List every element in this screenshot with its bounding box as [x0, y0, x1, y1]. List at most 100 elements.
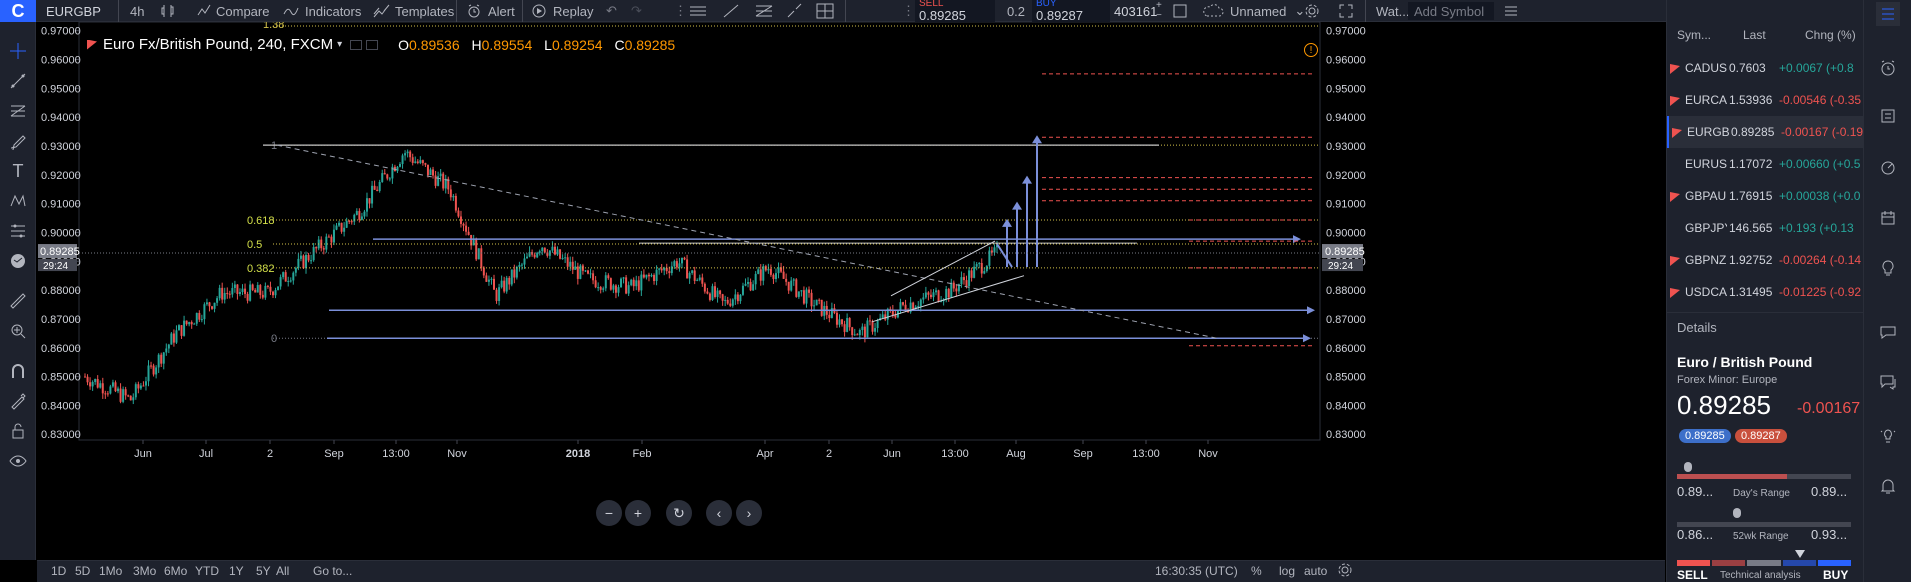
watchlist-row[interactable]: EURCAD1.53936 -0.00546 (-0.35 — [1667, 84, 1864, 116]
sell-price: 0.89285 — [919, 8, 966, 23]
range-button[interactable]: 3Mo — [133, 564, 157, 578]
zoom-in-icon[interactable] — [6, 320, 30, 342]
technical-label[interactable]: Technical analysis — [1720, 570, 1801, 581]
quantity-input[interactable]: 403161 — [1114, 3, 1158, 19]
trend-lines-icon[interactable] — [688, 0, 708, 22]
fullscreen-square-icon[interactable] — [1172, 0, 1188, 22]
goto-button[interactable]: Go to... — [313, 564, 353, 578]
eye-icon[interactable] — [6, 450, 30, 472]
watchlist-row[interactable]: GBPJPY146.565 +0.193 (+0.13 — [1667, 212, 1864, 244]
chat-icon[interactable] — [1876, 320, 1900, 344]
flag-icon[interactable] — [1670, 256, 1680, 266]
chart-area[interactable]: 0.97000 0.97000 0.96000 0.96000 0.95000 0.950… — [37, 22, 1665, 560]
watchlist-menu-icon[interactable] — [1502, 0, 1520, 22]
candle-body — [447, 178, 450, 190]
alerts-clock-icon[interactable] — [1876, 56, 1900, 80]
col-symbol-header[interactable]: Sym... — [1677, 28, 1712, 42]
watchlist-icon[interactable] — [1876, 2, 1900, 26]
watchlist-tab[interactable]: Wat... — [1376, 3, 1410, 19]
watchlist-row[interactable]: GBPNZD1.92752 -0.00264 (-0.14 — [1667, 244, 1864, 276]
scroll-right-button[interactable]: › — [736, 500, 762, 526]
chart-style-icon[interactable] — [160, 0, 176, 22]
range-button[interactable]: 6Mo — [164, 564, 188, 578]
compare-button[interactable]: Compare — [196, 0, 269, 22]
col-last-header[interactable]: Last — [1743, 28, 1766, 42]
range-button[interactable]: 5Y — [256, 564, 271, 578]
percent-scale-toggle[interactable]: % — [1251, 564, 1262, 578]
symbol-search[interactable]: EURGBP — [46, 3, 101, 19]
text-tool-icon[interactable]: T — [12, 160, 24, 181]
prediction-tool-icon[interactable] — [6, 220, 30, 242]
range-button[interactable]: YTD — [195, 564, 219, 578]
clock[interactable]: 16:30:35 (UTC) — [1155, 564, 1238, 578]
alert-button[interactable]: Alert — [466, 0, 515, 22]
visibility-toggle-icon[interactable] — [350, 39, 363, 50]
scroll-left-button[interactable]: ‹ — [706, 500, 732, 526]
watchlist-row[interactable]: EURUSD1.17072 +0.00660 (+0.5 — [1667, 148, 1864, 180]
range-button[interactable]: 1Y — [229, 564, 244, 578]
redo-icon[interactable]: ↷ — [631, 3, 642, 18]
fib-retracement-icon[interactable] — [6, 100, 30, 122]
measure-icon[interactable] — [815, 0, 835, 22]
replay-button[interactable]: Replay — [531, 0, 593, 22]
brush-tool-icon[interactable] — [6, 130, 30, 152]
calendar-icon[interactable] — [1876, 206, 1900, 230]
undo-icon[interactable]: ↶ — [606, 3, 617, 18]
drag-handle-icon[interactable]: ⋮ — [674, 3, 687, 18]
crosshair-icon[interactable] — [6, 40, 30, 62]
signals-icon[interactable] — [1876, 424, 1900, 448]
fib-tool-icon[interactable] — [754, 0, 774, 22]
flag-icon[interactable] — [1670, 64, 1680, 74]
warning-icon[interactable]: ! — [1304, 43, 1318, 57]
add-symbol-input[interactable]: Add Symbol — [1408, 2, 1494, 20]
ruler-icon[interactable] — [6, 290, 30, 312]
indicators-button[interactable]: Indicators — [283, 0, 361, 22]
sell-button[interactable]: SELL 0.89285 — [915, 0, 995, 23]
flag-icon[interactable] — [1670, 192, 1680, 202]
legend-title[interactable]: Euro Fx/British Pound, 240, FXCM — [103, 36, 334, 53]
watchlist-row[interactable]: USDCAD1.31495 -0.01225 (-0.92 — [1667, 276, 1864, 308]
col-change-header[interactable]: Chng (%) — [1805, 28, 1856, 42]
templates-button[interactable]: Templates — [373, 0, 454, 22]
chevron-down-icon[interactable]: ▾ — [337, 39, 343, 50]
icons-tool-icon[interactable] — [6, 250, 30, 272]
flag-icon[interactable] — [1670, 96, 1680, 106]
pattern-tool-icon[interactable] — [6, 190, 30, 212]
flag-icon[interactable] — [1672, 128, 1682, 138]
layout-menu[interactable]: Unnamed ⌄ — [1202, 0, 1305, 22]
reset-chart-button[interactable]: ↻ — [666, 500, 692, 526]
magnet-icon[interactable] — [6, 360, 30, 382]
trendline-tool-icon[interactable] — [6, 70, 30, 92]
app-logo[interactable]: C — [0, 0, 36, 22]
range-button[interactable]: All — [276, 564, 290, 578]
watchlist-row[interactable]: CADUSD0.7603 +0.0067 (+0.8 — [1667, 52, 1864, 84]
zoom-out-button[interactable]: − — [596, 500, 622, 526]
auto-scale-toggle[interactable]: auto — [1304, 564, 1328, 578]
quantity-stepper[interactable]: + − — [1156, 0, 1162, 21]
fullscreen-icon[interactable] — [1338, 0, 1354, 22]
lock-drawing-icon[interactable] — [6, 390, 30, 412]
buy-button[interactable]: BUY 0.89287 — [1032, 0, 1110, 23]
settings-icon[interactable] — [1304, 0, 1320, 22]
flag-icon[interactable] — [1670, 288, 1680, 298]
data-window-icon[interactable] — [1876, 104, 1900, 128]
ideas-icon[interactable] — [1876, 256, 1900, 280]
range-button[interactable]: 1Mo — [99, 564, 123, 578]
brush-icon[interactable] — [786, 0, 804, 22]
interval-button[interactable]: 4h — [130, 3, 145, 19]
log-scale-toggle[interactable]: log — [1279, 564, 1296, 578]
lock-icon[interactable] — [6, 420, 30, 442]
zoom-in-button[interactable]: + — [625, 500, 651, 526]
hotlist-icon[interactable] — [1876, 156, 1900, 180]
line-tool-icon[interactable] — [722, 0, 740, 22]
watchlist-row[interactable]: GBPAUD1.76915 +0.00038 (+0.0 — [1667, 180, 1864, 212]
settings-toggle-icon[interactable] — [366, 39, 379, 50]
notifications-icon[interactable] — [1876, 474, 1900, 498]
price-chart[interactable]: 0.97000 0.97000 0.96000 0.96000 0.95000 0.950… — [37, 22, 1665, 560]
watchlist-row[interactable]: EURGBP0.89285 -0.00167 (-0.19 — [1667, 116, 1864, 148]
range-button[interactable]: 5D — [75, 564, 91, 578]
drag-handle-icon[interactable]: ⋮ — [902, 3, 915, 18]
chart-settings-icon[interactable] — [1337, 562, 1353, 581]
messages-icon[interactable] — [1876, 370, 1900, 394]
range-button[interactable]: 1D — [51, 564, 67, 578]
